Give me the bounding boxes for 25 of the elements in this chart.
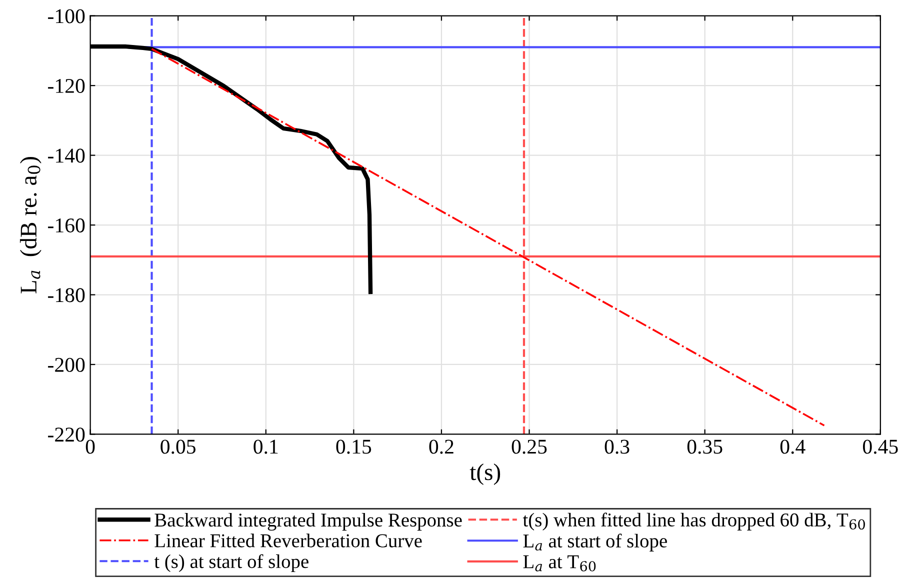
y-tick-label: -120 (48, 78, 85, 93)
y-tick-label: -160 (48, 218, 85, 232)
x-tick-label: 0.35 (687, 440, 722, 454)
y-tick-label: -220 (48, 428, 85, 442)
legend-label: L$_{a}$ at T$_{60}$ (523, 555, 596, 572)
legend-label: t (s) at start of slope (154, 554, 308, 572)
y-tick-label: -200 (48, 358, 85, 372)
y-tick-label: -180 (48, 288, 85, 302)
x-tick-label: 0 (86, 440, 95, 454)
legend-label: t(s) when fitted line has dropped 60 dB, T$_{60}$ (522, 512, 865, 530)
x-tick-label: 0.4 (780, 440, 806, 454)
x-tick-label: 0.15 (336, 440, 372, 454)
x-tick-label: 0.45 (862, 440, 898, 454)
x-tick-label: 0.05 (160, 440, 196, 454)
x-axis-title: t(s) (470, 464, 500, 485)
x-tick-label: 0.1 (254, 440, 278, 454)
y-axis-title: L$_{a}$ (dB re. a$_{0}$) (20, 157, 42, 294)
x-tick-label: 0.2 (429, 440, 454, 454)
x-tick-label: 0.25 (512, 440, 547, 454)
y-tick-label: -100 (48, 9, 85, 24)
legend-label: L$_{a}$ at start of slope (523, 534, 667, 552)
x-tick-label: 0.3 (604, 440, 630, 454)
legend-label: Backward integrated Impulse Response (154, 512, 462, 531)
legend-label: Linear Fitted Reverberation Curve (154, 534, 422, 548)
y-tick-label: -140 (48, 148, 85, 163)
